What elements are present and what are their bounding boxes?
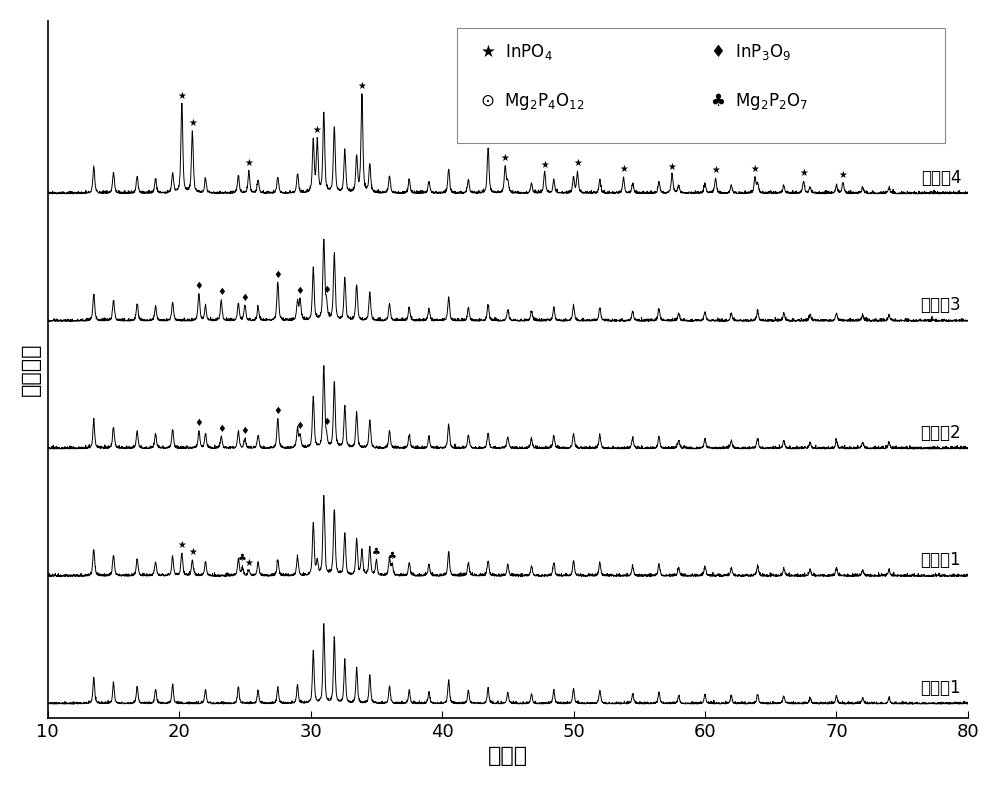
Text: 对比例2: 对比例2 [921,423,961,442]
Text: ★: ★ [245,557,253,567]
Text: ♣  Mg$_2$P$_2$O$_7$: ♣ Mg$_2$P$_2$O$_7$ [710,91,809,112]
Text: 对比例4: 对比例4 [921,168,961,187]
Text: ★: ★ [668,162,676,172]
Text: ♦: ♦ [217,423,226,434]
Text: 实施例1: 实施例1 [921,679,961,696]
Text: ♦: ♦ [217,286,226,297]
Text: ♦: ♦ [322,285,331,294]
Text: ♦: ♦ [296,421,305,431]
Text: ♣: ♣ [238,553,247,563]
X-axis label: 衍射角: 衍射角 [488,746,528,767]
Text: ♣: ♣ [372,547,381,557]
FancyBboxPatch shape [457,28,945,142]
Text: ♦: ♦ [273,406,282,416]
Text: ♦: ♦ [273,270,282,280]
Text: ★: ★ [177,91,186,101]
Text: ♦: ♦ [195,281,203,291]
Text: ★: ★ [484,135,492,145]
Text: 对比例1: 对比例1 [921,551,961,569]
Text: ♦: ♦ [195,418,203,428]
Text: ★: ★ [501,153,510,163]
Text: ★: ★ [177,541,186,550]
Text: ⊙  Mg$_2$P$_4$O$_{12}$: ⊙ Mg$_2$P$_4$O$_{12}$ [480,91,585,112]
Text: ♦: ♦ [241,293,249,302]
Text: ♣: ♣ [388,551,397,561]
Text: ★: ★ [751,164,759,174]
Text: ★: ★ [573,158,582,168]
Text: 对比例3: 对比例3 [921,296,961,314]
Text: ★: ★ [799,168,808,179]
Text: ♦: ♦ [296,286,305,296]
Text: ★: ★ [839,170,847,179]
Y-axis label: 衍射强度: 衍射强度 [21,342,41,396]
Text: ★: ★ [358,81,366,91]
Text: ★: ★ [711,165,720,176]
Text: ★  InPO$_4$: ★ InPO$_4$ [480,42,553,61]
Text: ♦  InP$_3$O$_9$: ♦ InP$_3$O$_9$ [710,42,791,61]
Text: ★: ★ [188,547,197,557]
Text: ★: ★ [188,118,197,128]
Text: ★: ★ [619,164,628,174]
Text: ★: ★ [245,157,253,168]
Text: ★: ★ [540,161,549,170]
Text: ★: ★ [313,125,322,135]
Text: ♦: ♦ [241,427,249,437]
Text: ♦: ♦ [322,417,331,427]
